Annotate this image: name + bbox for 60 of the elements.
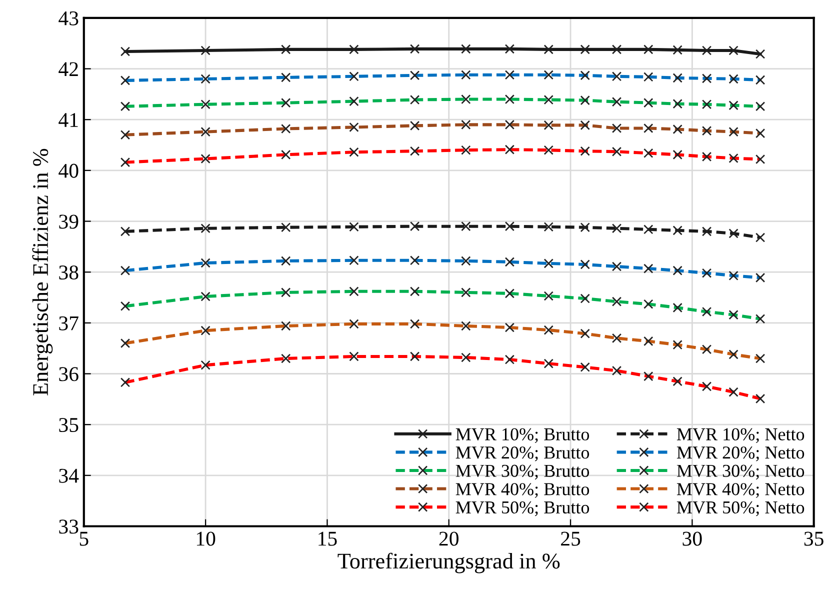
point — [504, 221, 515, 232]
point — [644, 44, 654, 54]
point — [461, 44, 471, 54]
point — [728, 228, 738, 238]
point — [461, 221, 471, 232]
x-axis-title: Torrefizierungsgrad in % — [338, 552, 560, 574]
x-tick-label: 10 — [196, 532, 216, 546]
x-tick-label: 5 — [80, 532, 88, 546]
point — [410, 221, 420, 232]
x-tick-label: 20 — [439, 532, 458, 546]
y-tick-label: 41 — [58, 113, 78, 127]
point — [544, 44, 554, 54]
y-tick-label: 43 — [58, 11, 78, 26]
point — [544, 222, 554, 232]
y-tick-label: 35 — [59, 418, 78, 432]
point — [504, 44, 515, 54]
point — [349, 222, 359, 232]
point — [280, 44, 291, 54]
point — [644, 224, 654, 234]
point — [755, 232, 766, 242]
y-tick-label: 33 — [59, 520, 78, 534]
x-tick-label: 30 — [682, 532, 702, 546]
point — [349, 44, 359, 54]
point — [120, 226, 130, 236]
point — [410, 44, 420, 54]
point — [580, 44, 590, 54]
point — [702, 46, 712, 56]
point — [702, 226, 712, 236]
point — [280, 222, 291, 232]
y-tick-label: 42 — [58, 62, 78, 76]
legend-label: MVR 10%; Netto — [676, 428, 804, 443]
point — [200, 224, 210, 234]
legend-label: MVR 20%; Netto — [676, 446, 804, 462]
point — [612, 44, 622, 54]
x-tick-label: 35 — [804, 532, 824, 546]
x-tick-label: 15 — [318, 532, 337, 546]
y-tick-label: 37 — [59, 316, 78, 330]
point — [200, 46, 210, 56]
y-tick-label: 39 — [59, 214, 78, 229]
point — [728, 46, 738, 56]
point — [612, 224, 622, 234]
legend-label: MVR 10%; Brutto — [456, 428, 590, 443]
y-tick-label: 38 — [59, 265, 78, 280]
y-tick-label: 40 — [58, 164, 78, 178]
point — [672, 226, 682, 236]
y-axis-title: Energetische Effizienz in % — [32, 148, 53, 396]
point — [672, 45, 682, 55]
x-tick-label: 25 — [561, 532, 580, 546]
point — [120, 46, 130, 56]
legend-label: MVR 50%; Netto — [676, 501, 804, 516]
legend-label: MVR 20%; Brutto — [456, 446, 590, 462]
legend-label: MVR 40%; Brutto — [456, 483, 590, 498]
legend-label: MVR 50%; Brutto — [456, 501, 590, 516]
y-tick-label: 36 — [59, 367, 78, 382]
point — [755, 49, 766, 59]
point — [580, 222, 590, 232]
legend-label: MVR 40%; Netto — [676, 483, 804, 498]
legend-label: MVR 30%; Netto — [676, 464, 804, 480]
y-tick-label: 34 — [59, 468, 79, 483]
legend-label: MVR 30%; Brutto — [456, 464, 590, 480]
